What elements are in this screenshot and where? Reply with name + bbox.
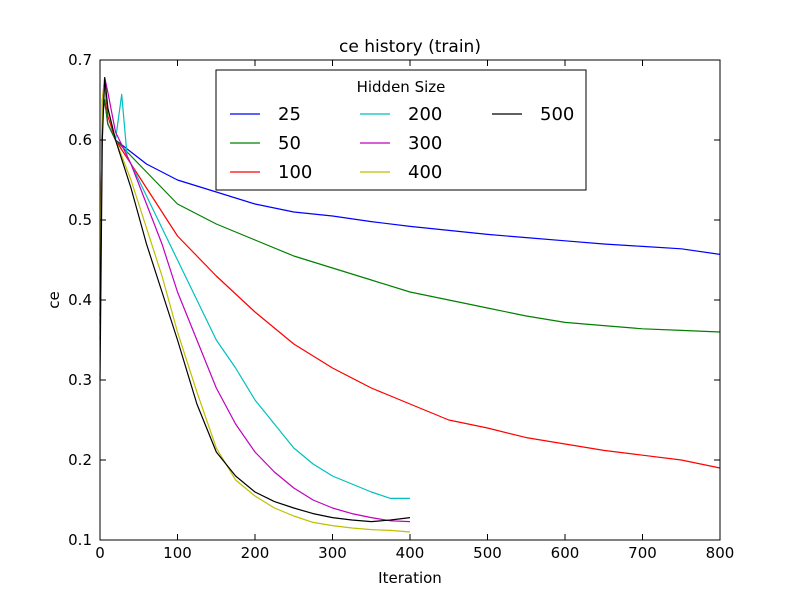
x-axis-label: Iteration — [378, 569, 442, 587]
legend-label-500: 500 — [540, 104, 574, 125]
x-tick-label: 500 — [473, 544, 502, 562]
series-layer — [99, 76, 721, 533]
x-tick-label: 100 — [163, 544, 192, 562]
x-tick-label: 400 — [396, 544, 425, 562]
y-tick-label: 0.3 — [68, 371, 92, 389]
legend: Hidden Size 25 50 100 200 300 400 500 — [215, 69, 587, 191]
series-line-300 — [99, 76, 411, 523]
x-tick-label: 300 — [318, 544, 347, 562]
ticks-layer: 0 100 200 300 400 500 600 700 800 0.1 0.2 0.3 0.4 0.5… — [68, 51, 734, 562]
y-tick-label: 0.6 — [68, 131, 92, 149]
x-tick-label: 0 — [95, 544, 105, 562]
y-tick-label: 0.5 — [68, 211, 92, 229]
chart-title: ce history (train) — [339, 37, 481, 57]
legend-label-400: 400 — [408, 162, 442, 183]
y-axis-label: ce — [45, 291, 63, 308]
series-line-50 — [99, 99, 721, 333]
legend-title: Hidden Size — [357, 78, 446, 96]
x-tick-label: 600 — [551, 544, 580, 562]
legend-label-200: 200 — [408, 104, 442, 125]
legend-entries: 25 50 100 200 300 400 500 — [230, 104, 574, 183]
legend-label-50: 50 — [278, 133, 301, 154]
x-tick-label: 800 — [706, 544, 735, 562]
legend-label-25: 25 — [278, 104, 301, 125]
y-tick-label: 0.2 — [68, 451, 92, 469]
series-line-500 — [99, 76, 411, 523]
x-tick-label: 200 — [241, 544, 270, 562]
y-tick-label: 0.7 — [68, 51, 92, 69]
y-tick-label: 0.4 — [68, 291, 92, 309]
legend-box — [215, 69, 587, 191]
series-line-100 — [99, 83, 721, 469]
legend-label-100: 100 — [278, 162, 312, 183]
x-tick-label: 700 — [628, 544, 657, 562]
legend-label-300: 300 — [408, 133, 442, 154]
y-tick-label: 0.1 — [68, 531, 92, 549]
